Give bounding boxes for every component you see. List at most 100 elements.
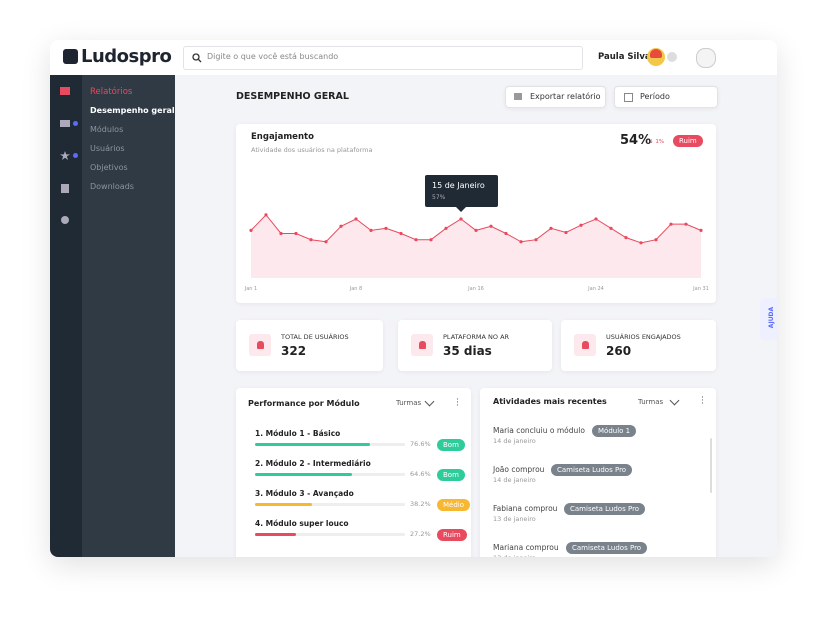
export-button[interactable]: Exportar relatório (505, 86, 606, 108)
user-menu-chevron[interactable] (667, 52, 677, 62)
x-tick-label: Jan 31 (692, 286, 709, 292)
tooltip-pointer (456, 207, 466, 212)
logo-icon (63, 49, 78, 64)
badge-dot (73, 153, 78, 158)
sidebar-section[interactable]: Relatórios (90, 87, 133, 97)
activity-date: 13 de janeiro (493, 515, 536, 523)
downloads-icon[interactable] (61, 184, 69, 193)
point (354, 217, 358, 221)
module-value: 38.2% (410, 500, 431, 508)
point (369, 228, 373, 232)
stat-value: 322 (281, 344, 307, 358)
point (384, 226, 388, 230)
stat-label: TOTAL DE USUÁRIOS (281, 333, 349, 341)
stat-value: 35 dias (443, 344, 492, 358)
activities-filter[interactable]: Turmas (638, 398, 664, 406)
engagement-subtitle: Atividade dos usuários na plataforma (251, 146, 373, 154)
point (429, 238, 433, 242)
activity-tag: Módulo 1 (592, 425, 637, 437)
progress-bar (255, 443, 370, 446)
period-button[interactable]: Período (614, 86, 718, 108)
notifications[interactable] (696, 48, 716, 68)
scrollbar[interactable] (710, 438, 712, 493)
export-icon (514, 93, 522, 100)
point (579, 223, 583, 227)
stat-card: PLATAFORMA NO AR 35 dias (398, 320, 552, 371)
point (279, 231, 283, 236)
sidebar-item[interactable]: Usuários (90, 144, 125, 153)
point (519, 240, 523, 244)
sidebar-item[interactable]: Desempenho geral (90, 106, 175, 115)
stat-value: 260 (606, 344, 632, 358)
badge-dot (73, 121, 78, 126)
progress-bar (255, 503, 313, 506)
help-label: AJUDA (768, 306, 776, 329)
x-tick-label: Jan 1 (244, 286, 257, 292)
module-value: 64.6% (410, 470, 431, 478)
point (684, 222, 688, 226)
point (264, 213, 268, 217)
point (399, 231, 403, 236)
logo: Ludospro (81, 46, 172, 67)
modules-card: Performance por Módulo Turmas · · · 1. Mód… (236, 388, 471, 557)
module-name: 2. Módulo 2 - Intermediário (255, 459, 371, 468)
search-placeholder: Digite o que você está buscando (207, 52, 339, 61)
sidebar-item[interactable]: Módulos (90, 125, 124, 134)
avatar[interactable] (647, 48, 665, 66)
period-label: Período (640, 92, 670, 101)
point (639, 241, 643, 245)
engagement-title: Engajamento (251, 132, 314, 142)
stat-icon-glyph (582, 341, 589, 349)
modules-title: Performance por Módulo (248, 399, 360, 408)
module-value: 27.2% (410, 530, 431, 538)
module-name: 3. Módulo 3 - Avançado (255, 489, 354, 498)
sidebar: Relatórios Desempenho geral Módulos Usuári… (82, 75, 175, 557)
activity-date: 14 de janeiro (493, 476, 536, 484)
calendar-icon (624, 93, 633, 102)
search-box[interactable]: Digite o que você está buscando (183, 46, 583, 70)
point (249, 228, 253, 232)
module-name: 1. Módulo 1 - Básico (255, 429, 341, 438)
point (474, 228, 478, 232)
sidebar-item[interactable]: Downloads (90, 182, 134, 191)
kebab-menu[interactable]: · · · (701, 393, 704, 409)
point (459, 217, 463, 221)
progress-track (255, 533, 405, 536)
point (534, 238, 538, 242)
help-tab[interactable]: AJUDA (760, 298, 777, 340)
filter-chevron[interactable] (424, 396, 435, 407)
reports-icon[interactable] (60, 87, 70, 95)
progress-bar (255, 533, 296, 536)
header: Ludospro Digite o que você está buscando… (50, 40, 777, 75)
point (669, 222, 673, 226)
modules-icon[interactable] (60, 120, 70, 127)
engagement-chart: Jan 1 Jan 8 Jan 16 Jan 24 Jan 31 (244, 213, 709, 292)
objectives-icon[interactable] (60, 151, 70, 160)
x-tick-label: Jan 16 (467, 286, 484, 292)
sidebar-item[interactable]: Objetivos (90, 163, 128, 172)
point (654, 238, 658, 242)
module-name: 4. Módulo super louco (255, 519, 349, 528)
point (594, 217, 598, 221)
activity-date: 13 de janeiro (493, 554, 536, 557)
point (699, 228, 703, 232)
status-badge: Médio (437, 499, 471, 511)
filter-chevron[interactable] (669, 395, 680, 406)
stat-card: USUÁRIOS ENGAJADOS 260 (561, 320, 716, 371)
activity-date: 14 de janeiro (493, 437, 536, 445)
point (339, 224, 343, 228)
engagement-change: ↓ 1% (649, 139, 665, 145)
point (324, 240, 328, 244)
search-icon (192, 53, 202, 63)
point (414, 238, 418, 242)
user-name[interactable]: Paula Silva (598, 52, 651, 62)
kebab-menu[interactable]: · · · (456, 395, 459, 411)
engagement-card: Engajamento Atividade dos usuários na pl… (236, 124, 716, 303)
point (294, 231, 298, 236)
status-badge: Bom (437, 439, 465, 451)
stat-card: TOTAL DE USUÁRIOS 322 (236, 320, 383, 371)
status-badge: Ruim (673, 135, 703, 147)
settings-icon[interactable] (61, 216, 69, 224)
activity-tag: Camiseta Ludos Pro (564, 503, 646, 515)
modules-filter[interactable]: Turmas (396, 399, 422, 407)
